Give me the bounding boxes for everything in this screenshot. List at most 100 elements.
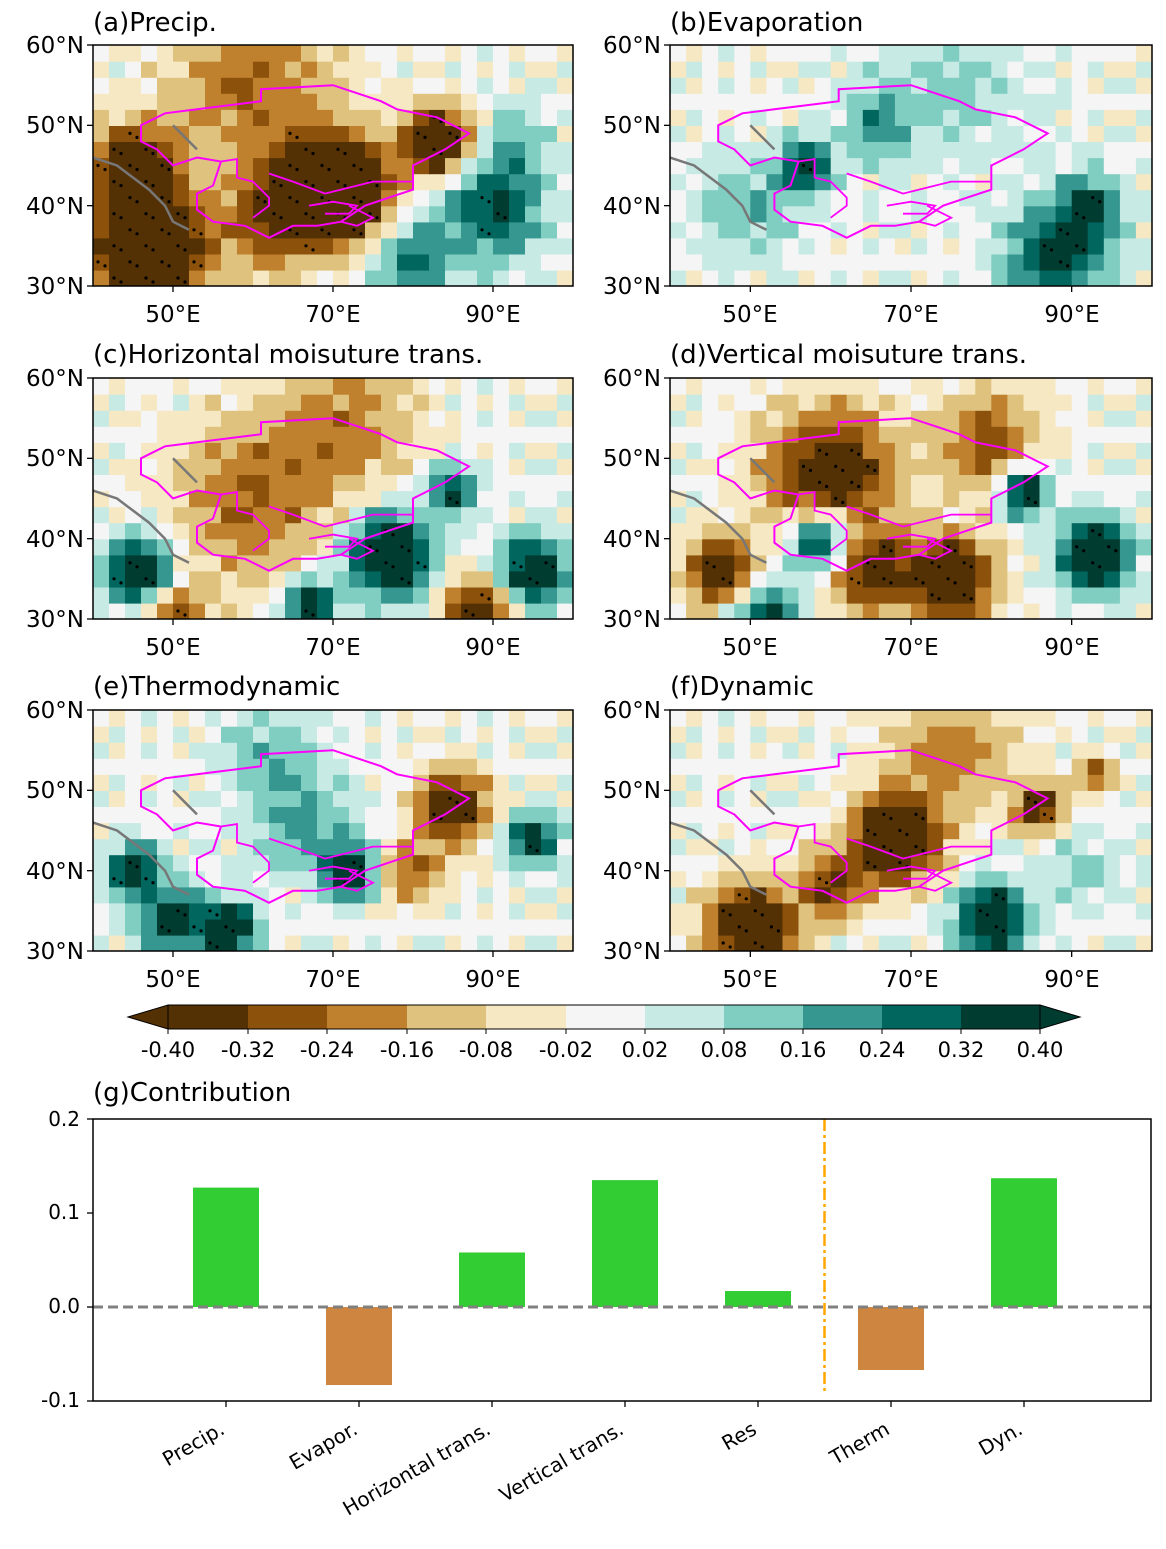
contour-cell: [365, 394, 382, 411]
lat-labels-left-row1: 60°N 50°N 40°N 30°N: [26, 33, 84, 300]
contour-cell: [846, 125, 864, 142]
contour-cell: [702, 474, 719, 492]
contour-cell: [718, 109, 735, 126]
contour-cell: [798, 806, 816, 824]
contour-cell: [1055, 586, 1073, 604]
contour-cell: [830, 61, 848, 78]
contour-cell: [301, 886, 318, 904]
contour-cell: [397, 554, 414, 572]
contour-cell: [766, 822, 784, 840]
colorbar-extend-high: [1039, 1004, 1082, 1030]
contour-cell: [943, 77, 960, 94]
contour-cell: [670, 458, 687, 475]
contour-cell: [397, 237, 414, 255]
contour-cell: [493, 141, 510, 159]
contour-cell: [766, 726, 784, 743]
contour-cell: [1071, 506, 1089, 524]
contour-cell: [1023, 93, 1041, 110]
contour-cell: [205, 742, 222, 759]
contour-cell: [109, 125, 126, 142]
contour-cell: [221, 838, 238, 856]
contour-cell: [349, 602, 366, 619]
contour-cell: [157, 157, 174, 175]
contour-cell: [205, 806, 222, 824]
contour-cell: [253, 822, 270, 840]
contour-cell: [141, 109, 158, 126]
contour-cell: [1135, 61, 1152, 78]
contour-cell: [461, 378, 478, 395]
contour-cell: [349, 157, 366, 175]
contour-cell: [878, 554, 896, 572]
contour-cell: [1039, 378, 1057, 395]
contour-cell: [991, 205, 1008, 223]
contour-cell: [445, 189, 462, 207]
contour-cell: [525, 854, 542, 872]
contour-cell: [541, 726, 558, 743]
contour-cell: [750, 426, 767, 443]
contour-cell: [333, 806, 350, 824]
contour-cell: [846, 490, 864, 508]
contour-cell: [911, 237, 928, 255]
significance-dot: [969, 597, 973, 601]
contour-cell: [991, 269, 1008, 286]
contour-cell: [862, 109, 880, 126]
contour-cell: [686, 221, 703, 239]
significance-dot: [1098, 565, 1102, 569]
contour-cell: [301, 522, 318, 540]
contour-cell: [493, 221, 510, 239]
contour-cell: [477, 538, 494, 556]
significance-dot: [841, 468, 845, 472]
significance-dot: [295, 200, 299, 204]
contour-cell: [157, 141, 174, 159]
contour-cell: [221, 45, 238, 62]
contour-cell: [750, 886, 767, 904]
contour-cell: [109, 109, 126, 126]
contour-cell: [718, 157, 735, 175]
contour-cell: [1119, 426, 1137, 443]
contour-cell: [429, 506, 446, 524]
contour-cell: [1007, 934, 1025, 951]
contour-cell: [141, 774, 158, 791]
lon-label: 70°E: [883, 967, 938, 993]
contour-cell: [237, 253, 254, 271]
contour-cell: [365, 870, 382, 888]
significance-dot: [455, 135, 459, 139]
contour-cell: [894, 806, 912, 824]
contour-cell: [397, 806, 414, 824]
contour-cell: [830, 538, 848, 556]
contour-cell: [702, 205, 719, 223]
contour-cell: [285, 918, 302, 936]
contour-cell: [141, 77, 158, 94]
contour-cell: [862, 870, 880, 888]
contour-cell: [1071, 522, 1089, 540]
contour-cell: [911, 886, 928, 904]
contour-cell: [269, 902, 286, 920]
contour-cell: [461, 742, 478, 759]
contour-cell: [1119, 205, 1137, 223]
contour-cell: [141, 237, 158, 255]
significance-dot: [737, 893, 741, 897]
contour-cell: [429, 870, 446, 888]
contour-cell: [686, 774, 703, 791]
contour-cell: [557, 554, 573, 572]
contour-cell: [269, 474, 286, 492]
contour-cell: [750, 474, 767, 492]
contour-cell: [1135, 394, 1152, 411]
contour-cell: [894, 934, 912, 951]
contour-cell: [991, 189, 1008, 207]
country-border: [268, 505, 413, 528]
significance-dot: [448, 131, 452, 135]
contour-cell: [943, 253, 960, 271]
contour-cell: [670, 506, 687, 524]
contour-cell: [125, 378, 142, 395]
contour-cell: [686, 173, 703, 191]
contour-cell: [750, 221, 767, 239]
significance-dot: [728, 945, 732, 949]
contour-cell: [301, 426, 318, 443]
contour-cell: [237, 157, 254, 175]
contour-cell: [943, 61, 960, 78]
contour-cell: [477, 189, 494, 207]
contour-cell: [509, 934, 526, 951]
contour-cell: [894, 918, 912, 936]
contour-cell: [1007, 61, 1025, 78]
